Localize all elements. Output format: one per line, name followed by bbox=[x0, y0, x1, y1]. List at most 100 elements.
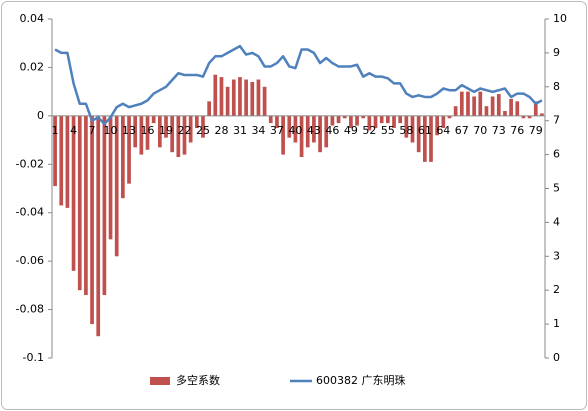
bar bbox=[268, 115, 273, 124]
y-tick-label: 0 bbox=[37, 109, 44, 122]
line bbox=[54, 44, 543, 126]
x-tick-label: 46 bbox=[325, 124, 339, 137]
bar bbox=[330, 115, 335, 126]
bar bbox=[459, 91, 464, 116]
bar bbox=[256, 79, 261, 116]
bar bbox=[392, 115, 396, 128]
bar bbox=[318, 115, 322, 153]
bar bbox=[527, 115, 532, 119]
bar bbox=[447, 115, 452, 119]
y2-tick-label: 5 bbox=[553, 182, 560, 195]
x-tick-label: 52 bbox=[362, 124, 376, 137]
bar bbox=[108, 115, 113, 240]
y2-tick-label: 8 bbox=[553, 80, 560, 93]
y2-tick-label: 7 bbox=[553, 114, 560, 127]
bar bbox=[275, 115, 279, 128]
bar bbox=[287, 115, 292, 138]
x-tick-label: 16 bbox=[141, 124, 155, 137]
bar bbox=[521, 115, 526, 119]
bar bbox=[164, 115, 168, 138]
bar bbox=[127, 115, 131, 184]
bar bbox=[503, 111, 507, 116]
bar bbox=[484, 106, 489, 116]
bar bbox=[207, 101, 211, 116]
x-tick-label: 31 bbox=[233, 124, 247, 137]
bar bbox=[441, 115, 446, 128]
bar bbox=[194, 115, 199, 128]
x-tick-label: 61 bbox=[418, 124, 432, 137]
bar bbox=[496, 94, 501, 116]
legend-label: 多空系数 bbox=[176, 373, 220, 387]
bar bbox=[145, 115, 150, 150]
bar bbox=[71, 115, 76, 271]
bar bbox=[478, 91, 483, 116]
y-tick-label: 0.02 bbox=[20, 60, 45, 73]
bar bbox=[299, 115, 304, 158]
x-tick-label: 70 bbox=[473, 124, 487, 137]
bar bbox=[213, 74, 218, 116]
y-tick-label: -0.02 bbox=[16, 157, 44, 170]
bar bbox=[540, 113, 544, 116]
bar bbox=[96, 115, 101, 337]
y2-tick-label: 9 bbox=[553, 46, 560, 59]
bar bbox=[490, 96, 495, 116]
y-tick-label: 0.04 bbox=[20, 12, 45, 25]
bar bbox=[250, 81, 255, 116]
y-tick-label: -0.06 bbox=[16, 254, 44, 267]
x-tick-label: 4 bbox=[70, 124, 77, 137]
bar bbox=[361, 115, 366, 119]
x-tick-label: 28 bbox=[214, 124, 228, 137]
x-tick-label: 55 bbox=[381, 124, 395, 137]
bar bbox=[77, 115, 82, 291]
bar bbox=[373, 115, 378, 128]
x-tick-label: 49 bbox=[344, 124, 358, 137]
x-tick-label: 64 bbox=[436, 124, 450, 137]
y2-tick-label: 3 bbox=[553, 249, 560, 262]
bar bbox=[90, 115, 94, 325]
bar bbox=[114, 115, 119, 257]
bar bbox=[176, 115, 181, 158]
bar bbox=[139, 115, 144, 155]
bar bbox=[244, 79, 248, 116]
bar bbox=[59, 115, 64, 206]
y2-tick-label: 0 bbox=[553, 351, 560, 364]
legend-swatch bbox=[150, 377, 170, 385]
bar bbox=[404, 115, 409, 138]
bar bbox=[422, 115, 427, 162]
bar bbox=[281, 115, 285, 155]
y2-tick-label: 6 bbox=[553, 148, 560, 161]
y-tick-label: -0.1 bbox=[23, 351, 44, 364]
bar bbox=[262, 86, 267, 116]
bar bbox=[386, 115, 390, 124]
x-tick-label: 43 bbox=[307, 124, 321, 137]
x-tick-label: 25 bbox=[196, 124, 210, 137]
bar bbox=[533, 101, 538, 116]
bar bbox=[429, 115, 433, 162]
bar bbox=[201, 115, 205, 138]
x-tick-label: 40 bbox=[288, 124, 302, 137]
x-tick-label: 19 bbox=[159, 124, 173, 137]
bar bbox=[466, 91, 470, 116]
bar bbox=[398, 115, 403, 124]
bar bbox=[238, 77, 242, 116]
x-tick-label: 10 bbox=[104, 124, 118, 137]
bar bbox=[293, 115, 298, 143]
y-tick-label: -0.04 bbox=[16, 206, 44, 219]
bar bbox=[65, 115, 70, 208]
bar bbox=[84, 115, 88, 296]
bar bbox=[133, 115, 138, 148]
bar bbox=[324, 115, 329, 148]
legend-label: 600382 广东明珠 bbox=[316, 373, 406, 387]
bar bbox=[416, 115, 421, 153]
bar bbox=[225, 86, 230, 116]
y2-tick-label: 4 bbox=[553, 215, 560, 228]
y-tick-label: -0.08 bbox=[16, 303, 44, 316]
bar bbox=[367, 115, 372, 131]
x-tick-label: 76 bbox=[510, 124, 524, 137]
x-tick-label: 73 bbox=[492, 124, 506, 137]
x-tick-label: 7 bbox=[89, 124, 96, 137]
y2-tick-label: 1 bbox=[553, 317, 560, 330]
bar bbox=[349, 115, 353, 128]
x-tick-label: 58 bbox=[399, 124, 413, 137]
